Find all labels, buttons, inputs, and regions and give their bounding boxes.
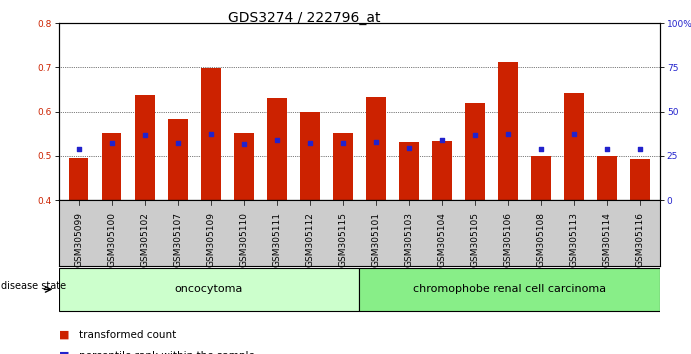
Point [404,145,415,151]
Text: ■: ■ [59,351,69,354]
Bar [135,95,155,200]
Point [271,137,282,143]
Point [469,132,480,137]
Point [437,137,448,143]
Text: transformed count: transformed count [79,330,177,339]
Bar [366,97,386,200]
Bar [531,156,551,200]
Text: oncocytoma: oncocytoma [175,284,243,295]
Bar [597,156,617,200]
Point [370,139,381,145]
Bar [564,93,584,200]
Bar [234,133,254,200]
Text: disease state: disease state [1,281,66,291]
Point [536,146,547,152]
Text: chromophobe renal cell carcinoma: chromophobe renal cell carcinoma [413,284,606,295]
Bar [68,158,88,200]
Point [106,141,117,146]
Text: ■: ■ [59,330,69,339]
Bar [399,142,419,200]
Bar [333,133,352,200]
Bar [432,141,452,200]
Point [205,131,216,136]
Bar [102,133,122,200]
Bar [498,62,518,200]
Point [634,146,645,152]
Point [502,131,513,136]
FancyBboxPatch shape [59,268,359,311]
Bar [630,159,650,200]
FancyBboxPatch shape [359,268,660,311]
Bar [267,98,287,200]
Point [139,132,150,137]
Point [602,146,613,152]
Text: GDS3274 / 222796_at: GDS3274 / 222796_at [228,11,380,25]
Point [172,141,183,146]
Point [337,141,348,146]
Point [238,141,249,147]
Bar [168,120,187,200]
Text: percentile rank within the sample: percentile rank within the sample [79,351,256,354]
Bar [465,103,485,200]
Point [304,141,315,146]
Bar [201,68,220,200]
Point [73,146,84,152]
Bar [300,113,320,200]
Point [569,131,580,136]
